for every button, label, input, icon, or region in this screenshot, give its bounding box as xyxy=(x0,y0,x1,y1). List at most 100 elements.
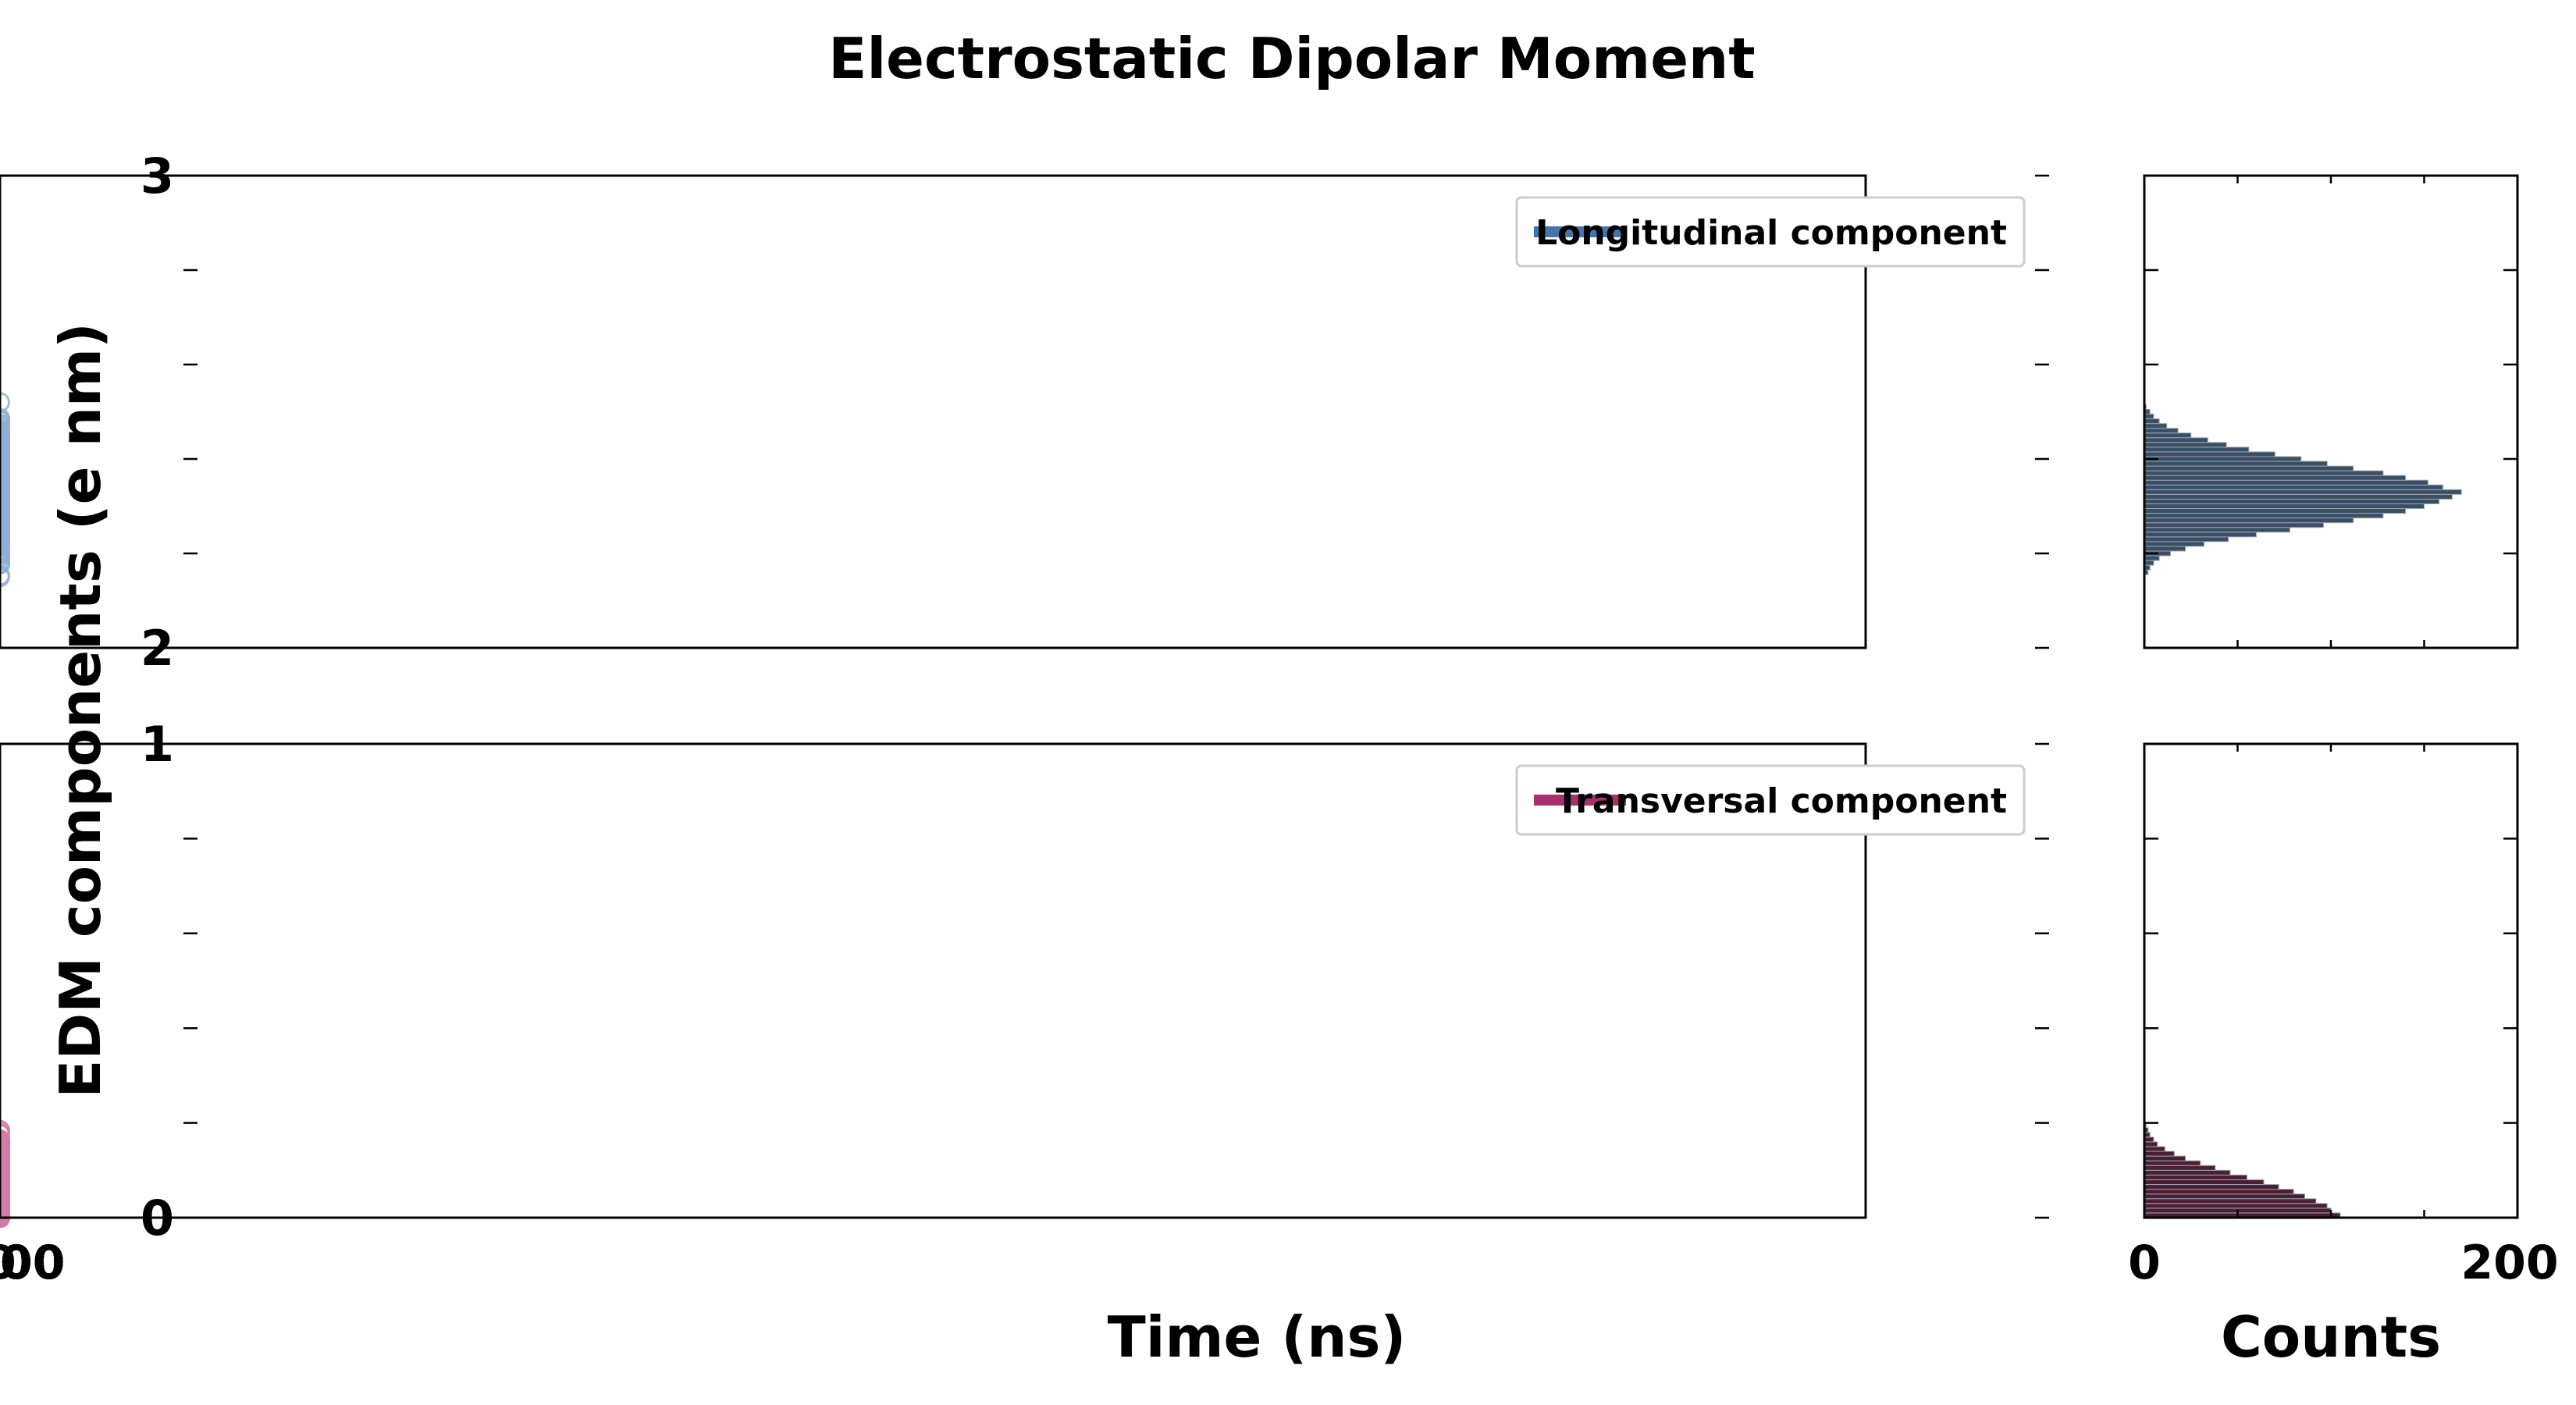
transversal-x-tick-label: 5000 xyxy=(0,1236,66,1290)
transversal-x-tick-label: 4000 xyxy=(0,1236,66,1290)
transversal-sample-point xyxy=(0,1124,10,1145)
longitudinal-hist-bar xyxy=(2144,475,2407,481)
longitudinal-hist-bar xyxy=(2144,442,2227,448)
longitudinal-hist-bar xyxy=(2144,513,2384,519)
transversal-axes-frame xyxy=(0,742,1867,1219)
transversal-hist-bar xyxy=(2144,1179,2265,1186)
transversal-hist-bar xyxy=(2144,1169,2231,1176)
longitudinal-hist-bar xyxy=(2144,414,2154,420)
longitudinal-sample-point xyxy=(0,525,10,546)
transversal-hist-bar xyxy=(2144,1189,2294,1195)
transversal-sample-point xyxy=(0,1193,10,1215)
longitudinal-hist-bar xyxy=(2144,508,2407,514)
longitudinal-sample-point xyxy=(0,448,10,469)
longitudinal-y-tick-label: 2 xyxy=(141,620,174,677)
longitudinal-hist-bar xyxy=(2144,451,2275,457)
longitudinal-hist-bar xyxy=(2144,489,2462,495)
transversal-hist-bar xyxy=(2144,1193,2306,1200)
longitudinal-histogram-panel xyxy=(2143,174,2519,649)
longitudinal-sample-point xyxy=(0,462,10,483)
figure-title: Electrostatic Dipolar Moment xyxy=(828,26,1755,91)
longitudinal-sample-point xyxy=(0,455,10,476)
longitudinal-hist-bar xyxy=(2144,555,2160,561)
longitudinal-hist-bar xyxy=(2144,461,2328,467)
transversal-scatter-group xyxy=(0,1119,10,1228)
longitudinal-hist-bar xyxy=(2144,418,2160,425)
transversal-x-tick-label: 0 xyxy=(2128,1236,2161,1290)
transversal-x-tick-label: 0 xyxy=(0,1236,16,1290)
longitudinal-hist-bar xyxy=(2144,541,2204,547)
longitudinal-axes-frame xyxy=(2143,174,2519,649)
transversal-histogram-panel: 0 200 Counts xyxy=(2128,742,2559,1370)
transversal-sample-point xyxy=(0,1154,10,1175)
transversal-hist-bar xyxy=(2144,1160,2201,1166)
longitudinal-hist-bar xyxy=(2144,498,2440,504)
transversal-legend-box xyxy=(1515,764,2026,836)
longitudinal-hist-bar xyxy=(2144,484,2443,490)
transversal-x-tick-label: 2000 xyxy=(0,1236,66,1290)
transversal-axes-frame xyxy=(2143,742,2519,1219)
transversal-x-axis-label: Counts xyxy=(2221,1304,2441,1370)
longitudinal-sample-point xyxy=(0,414,10,436)
longitudinal-sample-point xyxy=(0,491,10,512)
longitudinal-sample-point xyxy=(0,497,10,518)
transversal-legend-label: Transversal component xyxy=(1556,781,2007,821)
longitudinal-hist-bar xyxy=(2144,432,2192,439)
transversal-hist-bar xyxy=(2144,1155,2186,1161)
longitudinal-sample-point xyxy=(0,509,10,530)
longitudinal-hist-bar xyxy=(2144,470,2384,476)
longitudinal-legend-label: Longitudinal component xyxy=(1535,213,2007,253)
longitudinal-sample-point xyxy=(0,469,10,490)
longitudinal-hist-bar xyxy=(2144,522,2324,528)
transversal-timeseries-panel: 010002000300040005000Time (ns)01Transver… xyxy=(0,716,2049,1370)
transversal-x-tick-label: 3000 xyxy=(0,1236,66,1290)
transversal-hist-bar xyxy=(2144,1146,2165,1152)
longitudinal-sample-point xyxy=(0,477,10,498)
transversal-sample-point xyxy=(0,1167,10,1188)
longitudinal-hist-bar xyxy=(2144,532,2257,538)
longitudinal-sample-point xyxy=(0,535,10,557)
transversal-hist-bar xyxy=(2144,1136,2154,1143)
transversal-hist-bar xyxy=(2144,1184,2279,1190)
longitudinal-hist-bar xyxy=(2144,546,2186,552)
transversal-y-tick-label: 1 xyxy=(141,716,174,773)
longitudinal-hist-bar xyxy=(2144,423,2168,429)
transversal-hist-bar xyxy=(2144,1203,2328,1209)
longitudinal-y-tick-label: 3 xyxy=(141,148,174,205)
longitudinal-hist-bar xyxy=(2144,536,2229,542)
transversal-y-tick-label: 0 xyxy=(141,1190,174,1247)
longitudinal-hist-bar xyxy=(2144,428,2179,434)
transversal-x-tick-label: 1000 xyxy=(0,1236,66,1290)
shared-y-axis-label: EDM components (e nm) xyxy=(48,322,113,1098)
transversal-sample-point xyxy=(0,1129,10,1151)
longitudinal-hist-bar xyxy=(2144,560,2154,566)
longitudinal-hist-bar xyxy=(2144,456,2302,462)
longitudinal-hist-bar xyxy=(2144,493,2453,500)
transversal-sample-point xyxy=(0,1160,10,1181)
longitudinal-axes-frame xyxy=(0,174,1867,649)
transversal-sample-point xyxy=(0,1189,10,1210)
transversal-hist-bar xyxy=(2144,1151,2175,1157)
longitudinal-timeseries-panel: 2 3 Longitudinal component xyxy=(0,148,2049,677)
transversal-sample-point xyxy=(0,1149,10,1170)
longitudinal-hist-bar xyxy=(2144,518,2354,524)
transversal-hist-bar xyxy=(2144,1165,2216,1171)
longitudinal-sample-point xyxy=(0,553,10,574)
transversal-hist-bar xyxy=(2144,1141,2158,1147)
longitudinal-hist-bar xyxy=(2144,479,2428,486)
longitudinal-hist-bar xyxy=(2144,465,2354,471)
transversal-hist-bar xyxy=(2144,1174,2247,1180)
transversal-sample-point xyxy=(0,1200,10,1221)
longitudinal-hist-bar xyxy=(2144,437,2208,443)
longitudinal-hist-bar xyxy=(2144,527,2290,533)
longitudinal-hist-bar xyxy=(2144,446,2250,453)
longitudinal-sample-point xyxy=(0,565,10,586)
transversal-x-axis-label: Time (ns) xyxy=(1108,1304,1407,1370)
longitudinal-scatter-group xyxy=(0,392,10,588)
transversal-sample-point xyxy=(0,1172,10,1193)
longitudinal-sample-point xyxy=(0,392,10,413)
longitudinal-sample-point xyxy=(0,431,10,452)
longitudinal-legend-box xyxy=(1515,196,2026,268)
transversal-x-tick-label: 200 xyxy=(2460,1236,2558,1290)
